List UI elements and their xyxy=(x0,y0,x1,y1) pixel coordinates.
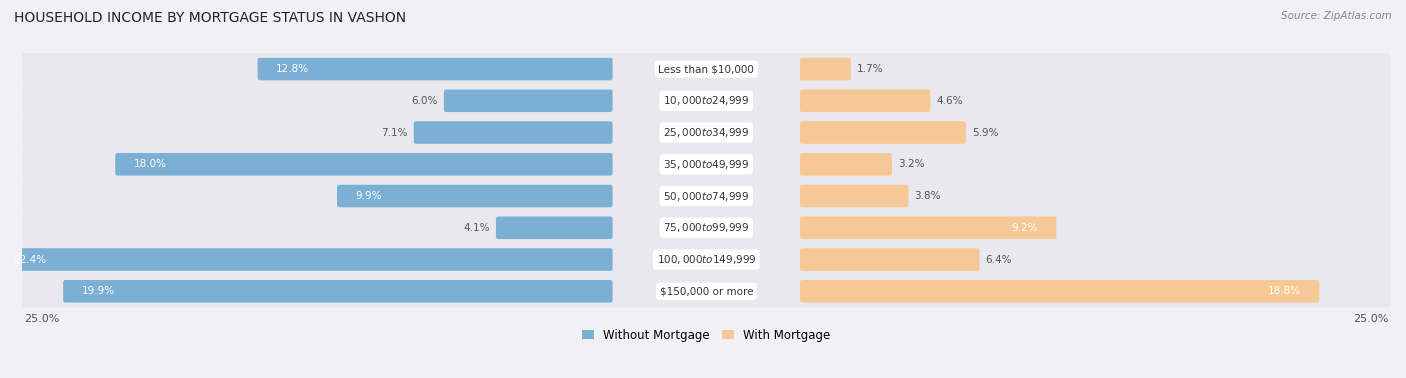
Text: $25,000 to $34,999: $25,000 to $34,999 xyxy=(664,126,749,139)
FancyBboxPatch shape xyxy=(20,276,1392,307)
FancyBboxPatch shape xyxy=(257,58,613,80)
Text: 5.9%: 5.9% xyxy=(972,127,998,138)
Text: 19.9%: 19.9% xyxy=(82,286,115,296)
Text: $35,000 to $49,999: $35,000 to $49,999 xyxy=(664,158,749,171)
Text: $75,000 to $99,999: $75,000 to $99,999 xyxy=(664,221,749,234)
Legend: Without Mortgage, With Mortgage: Without Mortgage, With Mortgage xyxy=(582,328,831,342)
FancyBboxPatch shape xyxy=(800,185,908,207)
FancyBboxPatch shape xyxy=(800,217,1056,239)
Text: 3.8%: 3.8% xyxy=(914,191,941,201)
Text: HOUSEHOLD INCOME BY MORTGAGE STATUS IN VASHON: HOUSEHOLD INCOME BY MORTGAGE STATUS IN V… xyxy=(14,11,406,25)
FancyBboxPatch shape xyxy=(496,217,613,239)
FancyBboxPatch shape xyxy=(20,244,1392,276)
Text: 4.6%: 4.6% xyxy=(936,96,963,106)
FancyBboxPatch shape xyxy=(20,149,1392,180)
Text: 6.4%: 6.4% xyxy=(986,254,1012,265)
Text: Source: ZipAtlas.com: Source: ZipAtlas.com xyxy=(1281,11,1392,21)
Text: Less than $10,000: Less than $10,000 xyxy=(658,64,754,74)
Text: 7.1%: 7.1% xyxy=(381,127,408,138)
FancyBboxPatch shape xyxy=(444,90,613,112)
FancyBboxPatch shape xyxy=(20,117,1392,149)
FancyBboxPatch shape xyxy=(20,53,1392,85)
Text: 4.1%: 4.1% xyxy=(464,223,489,233)
FancyBboxPatch shape xyxy=(800,58,851,80)
FancyBboxPatch shape xyxy=(63,280,613,302)
FancyBboxPatch shape xyxy=(800,153,891,175)
Text: 9.9%: 9.9% xyxy=(356,191,382,201)
Text: $150,000 or more: $150,000 or more xyxy=(659,286,754,296)
Text: 22.4%: 22.4% xyxy=(13,254,46,265)
FancyBboxPatch shape xyxy=(337,185,613,207)
FancyBboxPatch shape xyxy=(20,212,1392,244)
FancyBboxPatch shape xyxy=(115,153,613,175)
FancyBboxPatch shape xyxy=(800,248,980,271)
Text: $100,000 to $149,999: $100,000 to $149,999 xyxy=(657,253,756,266)
Text: 3.2%: 3.2% xyxy=(898,159,925,169)
Text: 12.8%: 12.8% xyxy=(276,64,309,74)
Text: $50,000 to $74,999: $50,000 to $74,999 xyxy=(664,189,749,203)
Text: 25.0%: 25.0% xyxy=(24,314,59,324)
FancyBboxPatch shape xyxy=(0,248,613,271)
Text: 18.8%: 18.8% xyxy=(1267,286,1301,296)
Text: $10,000 to $24,999: $10,000 to $24,999 xyxy=(664,94,749,107)
Text: 9.2%: 9.2% xyxy=(1011,223,1038,233)
Text: 25.0%: 25.0% xyxy=(1353,314,1388,324)
FancyBboxPatch shape xyxy=(800,90,931,112)
FancyBboxPatch shape xyxy=(800,280,1319,302)
Text: 18.0%: 18.0% xyxy=(134,159,167,169)
FancyBboxPatch shape xyxy=(20,85,1392,117)
FancyBboxPatch shape xyxy=(413,121,613,144)
FancyBboxPatch shape xyxy=(20,180,1392,212)
FancyBboxPatch shape xyxy=(800,121,966,144)
Text: 6.0%: 6.0% xyxy=(412,96,437,106)
Text: 1.7%: 1.7% xyxy=(856,64,883,74)
